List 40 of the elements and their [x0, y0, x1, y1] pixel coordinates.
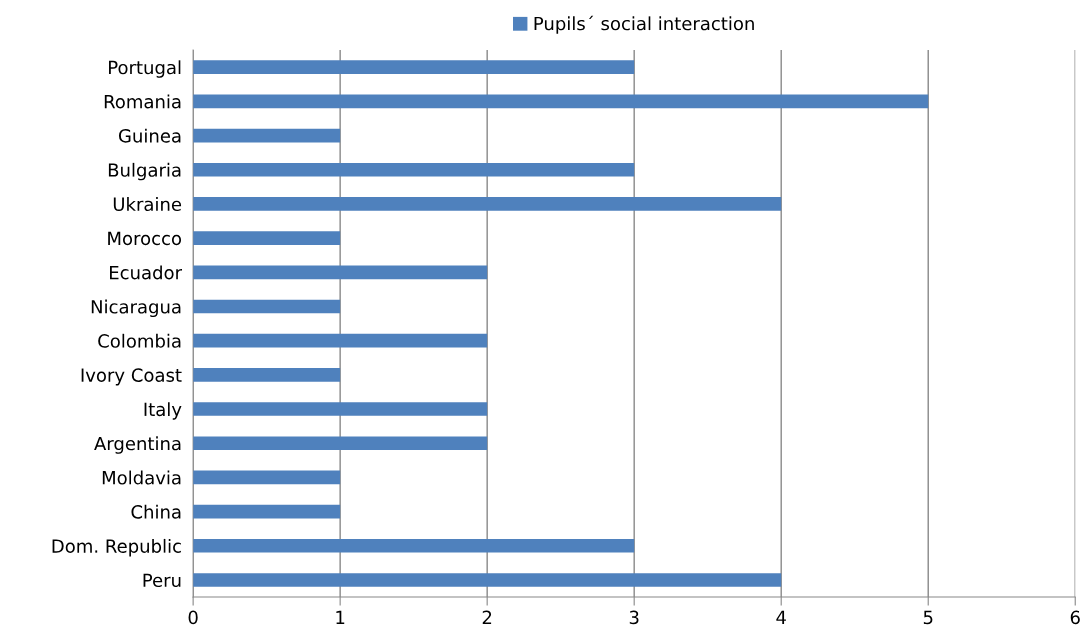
bar: [193, 162, 635, 177]
x-tick-label: 6: [1070, 610, 1080, 625]
bar: [193, 128, 341, 143]
x-tick-label: 1: [336, 610, 345, 624]
bar: [193, 265, 488, 280]
y-tick-label: Nicaragua: [91, 299, 181, 318]
y-tick-label: Colombia: [98, 333, 181, 348]
x-tick-label: 2: [482, 610, 492, 624]
bar: [193, 470, 341, 485]
bar: [193, 538, 635, 553]
y-tick-label: Ecuador: [110, 265, 183, 280]
y-tick-label: Ivory Coast: [81, 368, 182, 386]
y-tick-label: Moldavia: [102, 470, 181, 485]
bar: [193, 299, 341, 314]
y-tick-label: Romania: [104, 94, 181, 109]
y-tick-label: Bulgaria: [108, 162, 181, 181]
y-tick-label: Italy: [144, 402, 182, 420]
bar: [193, 231, 341, 245]
bar: [193, 197, 782, 211]
x-tick-label: 3: [629, 610, 639, 625]
y-tick-label: Ukraine: [113, 197, 182, 212]
bar: [193, 573, 782, 587]
x-tick-label: 5: [923, 610, 933, 625]
bar: [193, 436, 488, 451]
y-tick-label: Morocco: [108, 231, 182, 246]
bar: [193, 94, 929, 109]
y-tick-label: Guinea: [118, 128, 181, 143]
y-tick-label: Peru: [143, 573, 181, 588]
bar: [193, 60, 635, 75]
y-tick-label: Dom. Republic: [52, 538, 181, 557]
x-tick-label: 4: [776, 610, 786, 624]
y-tick-label: China: [131, 504, 181, 519]
legend-label: Pupils´ social interaction: [534, 15, 754, 34]
bar: [193, 333, 488, 348]
bar: [193, 402, 488, 416]
y-tick-label: Argentina: [94, 436, 181, 454]
x-tick-label: 0: [188, 610, 198, 625]
bar: [193, 368, 341, 382]
y-tick-label: Portugal: [109, 60, 181, 78]
bar: [193, 504, 341, 519]
